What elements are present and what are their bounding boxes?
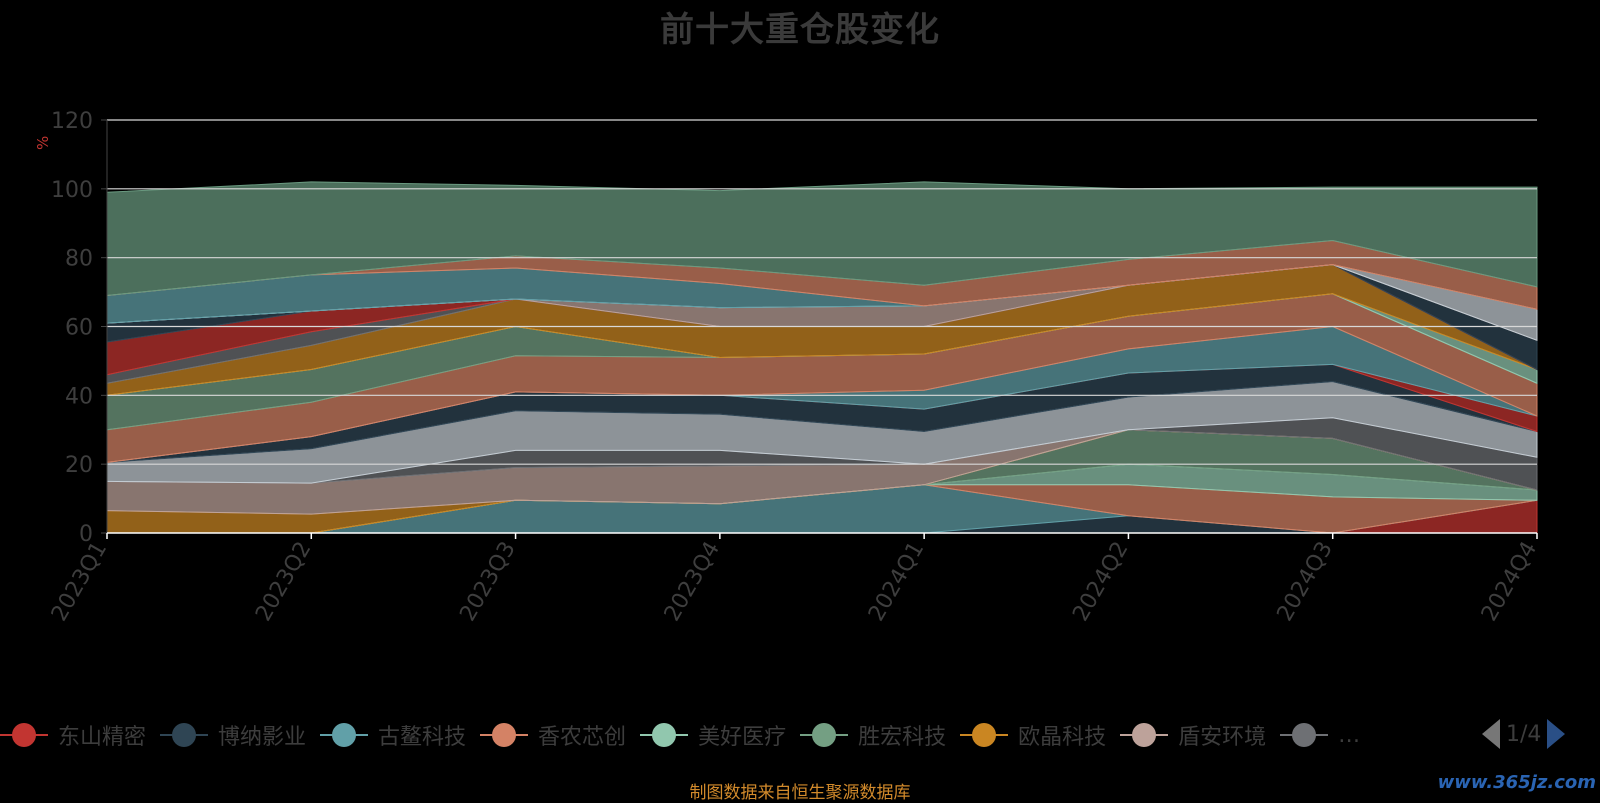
area-series-layer bbox=[106, 181, 1538, 534]
legend-label: 东山精密 bbox=[58, 725, 147, 750]
x-tick-label: 2023Q3 bbox=[455, 538, 520, 626]
legend-label: 香农芯创 bbox=[538, 725, 627, 750]
legend-marker-icon bbox=[0, 723, 48, 747]
legend-label: … bbox=[1338, 722, 1361, 748]
chart-title: 前十大重仓股变化 bbox=[660, 10, 940, 50]
data-source-note: 制图数据来自恒生聚源数据库 bbox=[689, 783, 911, 803]
legend-pager: 1/4 bbox=[1482, 716, 1566, 752]
legend-marker-icon bbox=[320, 723, 369, 747]
grid-lines bbox=[107, 119, 1537, 465]
x-tick-label: 2024Q2 bbox=[1068, 538, 1133, 626]
y-tick-label: 40 bbox=[65, 384, 93, 409]
x-tick-label: 2024Q3 bbox=[1273, 538, 1338, 626]
legend-item[interactable]: 美好医疗 bbox=[640, 718, 786, 752]
legend-marker-icon bbox=[1120, 723, 1169, 747]
legend-marker-icon bbox=[640, 723, 689, 747]
legend-item[interactable]: 东山精密 bbox=[0, 718, 146, 752]
legend-marker-icon bbox=[1280, 723, 1329, 747]
legend-label: 博纳影业 bbox=[218, 725, 307, 750]
legend: 东山精密 博纳影业 古鳌科技 香农芯创 美好医疗 胜宏科技 欧晶科技 盾安环境 … bbox=[0, 718, 1478, 752]
legend-marker-icon bbox=[800, 723, 849, 747]
x-tick-label: 2024Q1 bbox=[864, 538, 929, 626]
y-tick-label: 100 bbox=[51, 178, 93, 203]
legend-next-page-icon[interactable] bbox=[1547, 719, 1566, 749]
legend-item[interactable]: 欧晶科技 bbox=[960, 718, 1106, 752]
legend-item[interactable]: 博纳影业 bbox=[160, 718, 306, 752]
legend-marker-icon bbox=[160, 723, 209, 747]
stacked-area-chart: 0 20 40 60 80 100 120 2023Q1 2023Q2 2023Q3 2023Q4 2… bbox=[47, 109, 1542, 626]
legend-item[interactable]: 香农芯创 bbox=[480, 718, 626, 752]
x-tick-label: 2023Q4 bbox=[660, 538, 725, 626]
legend-label: 古鳌科技 bbox=[378, 725, 467, 750]
legend-marker-icon bbox=[480, 723, 529, 747]
legend-item[interactable]: … bbox=[1280, 718, 1360, 752]
legend-label: 欧晶科技 bbox=[1018, 725, 1107, 750]
legend-label: 美好医疗 bbox=[698, 725, 787, 750]
legend-label: 胜宏科技 bbox=[858, 725, 947, 750]
x-tick-label: 2023Q2 bbox=[251, 538, 316, 626]
legend-marker-icon bbox=[960, 723, 1009, 747]
y-tick-label: 20 bbox=[65, 453, 93, 478]
y-tick-label: 120 bbox=[51, 109, 93, 134]
legend-label: 盾安环境 bbox=[1178, 725, 1267, 750]
legend-item[interactable]: 古鳌科技 bbox=[320, 718, 466, 752]
x-tick-label: 2023Q1 bbox=[47, 538, 112, 626]
legend-prev-page-icon[interactable] bbox=[1482, 719, 1500, 749]
legend-item[interactable]: 盾安环境 bbox=[1120, 718, 1266, 752]
x-tick-label: 2024Q4 bbox=[1477, 538, 1542, 626]
legend-item[interactable]: 胜宏科技 bbox=[800, 718, 946, 752]
y-tick-label: 80 bbox=[65, 247, 93, 272]
y-tick-label: 0 bbox=[79, 522, 93, 547]
legend-page-indicator: 1/4 bbox=[1506, 721, 1542, 747]
y-tick-label: 60 bbox=[65, 316, 93, 341]
watermark: www.365jz.com bbox=[1437, 772, 1596, 793]
